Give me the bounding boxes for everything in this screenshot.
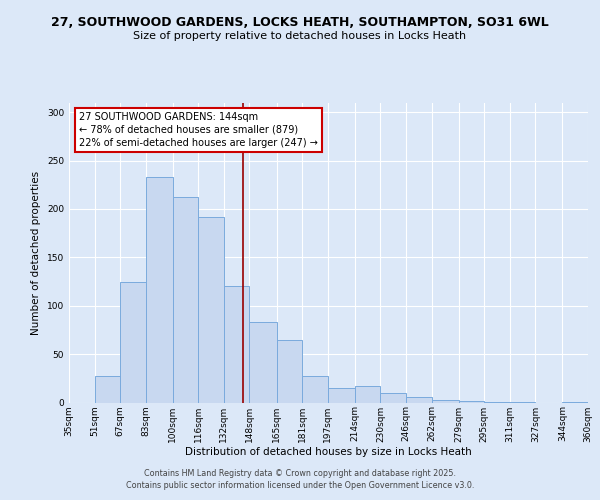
Text: Contains HM Land Registry data © Crown copyright and database right 2025.: Contains HM Land Registry data © Crown c…	[144, 470, 456, 478]
Bar	[120, 282, 146, 403]
Bar	[95, 376, 120, 402]
Bar	[146, 177, 173, 402]
Bar	[250, 322, 277, 402]
Bar	[199, 216, 224, 402]
Text: 27, SOUTHWOOD GARDENS, LOCKS HEATH, SOUTHAMPTON, SO31 6WL: 27, SOUTHWOOD GARDENS, LOCKS HEATH, SOUT…	[51, 16, 549, 29]
Y-axis label: Number of detached properties: Number of detached properties	[31, 170, 41, 334]
Bar	[173, 198, 199, 402]
Bar	[355, 386, 380, 402]
Bar	[277, 340, 302, 402]
Bar	[458, 400, 484, 402]
Text: 27 SOUTHWOOD GARDENS: 144sqm
← 78% of detached houses are smaller (879)
22% of s: 27 SOUTHWOOD GARDENS: 144sqm ← 78% of de…	[79, 112, 318, 148]
Bar	[406, 396, 431, 402]
Text: Size of property relative to detached houses in Locks Heath: Size of property relative to detached ho…	[133, 31, 467, 41]
Bar	[302, 376, 328, 402]
Bar	[431, 400, 458, 402]
X-axis label: Distribution of detached houses by size in Locks Heath: Distribution of detached houses by size …	[185, 447, 472, 457]
Bar	[380, 393, 406, 402]
Text: Contains public sector information licensed under the Open Government Licence v3: Contains public sector information licen…	[126, 480, 474, 490]
Bar	[224, 286, 250, 403]
Bar	[328, 388, 355, 402]
